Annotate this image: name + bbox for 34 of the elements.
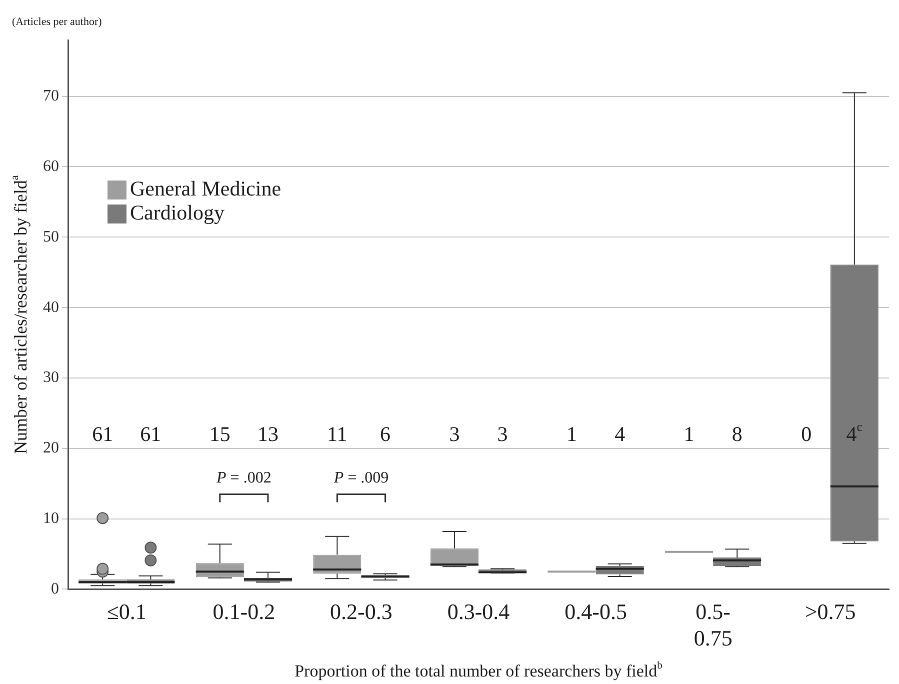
annotation: 8 [732, 422, 742, 446]
y-tick-label: 40 [43, 298, 59, 316]
x-tick-label: >0.75 [804, 599, 856, 624]
annotation: 61 [140, 422, 162, 446]
annotation: 3 [497, 422, 508, 446]
y-tick-label: 60 [43, 158, 59, 175]
legend-label: Cardiology [130, 200, 225, 225]
y-axis-title: Number of articles/researcher by fielda [9, 175, 31, 454]
annotation: 3 [449, 422, 460, 446]
annotation: P = .002 [216, 469, 272, 486]
y-tick-label: 30 [43, 369, 59, 386]
annotation: 6 [380, 422, 391, 446]
x-tick-label: 0.4-0.5 [564, 599, 627, 624]
annotation: 13 [257, 422, 278, 446]
annotation: 15 [209, 422, 230, 446]
y-tick-label: 70 [43, 88, 59, 105]
annotation: 4 [614, 422, 626, 446]
y-tick-label: 50 [43, 228, 59, 246]
annotation: 61 [92, 422, 114, 446]
y-tick-label: 0 [51, 580, 59, 598]
x-tick-label: 0.2-0.3 [330, 599, 392, 624]
annotation: P = .009 [332, 469, 389, 486]
annotation: 1 [684, 422, 694, 446]
x-tick-label: 0.1-0.2 [212, 599, 276, 624]
y-tick-label: 20 [43, 440, 59, 457]
annotation: 0 [801, 422, 812, 446]
x-tick-label: 0.5-0.75 [694, 599, 732, 651]
x-tick-label: 0.3-0.4 [447, 599, 510, 624]
y-tick-label: 10 [43, 510, 59, 527]
legend-label: General Medicine [130, 176, 282, 201]
x-tick-label: ≤0.1 [106, 599, 146, 624]
annotation: 1 [566, 422, 577, 446]
annotation: 11 [327, 422, 348, 446]
chart-title: (Articles per author) [12, 16, 102, 28]
